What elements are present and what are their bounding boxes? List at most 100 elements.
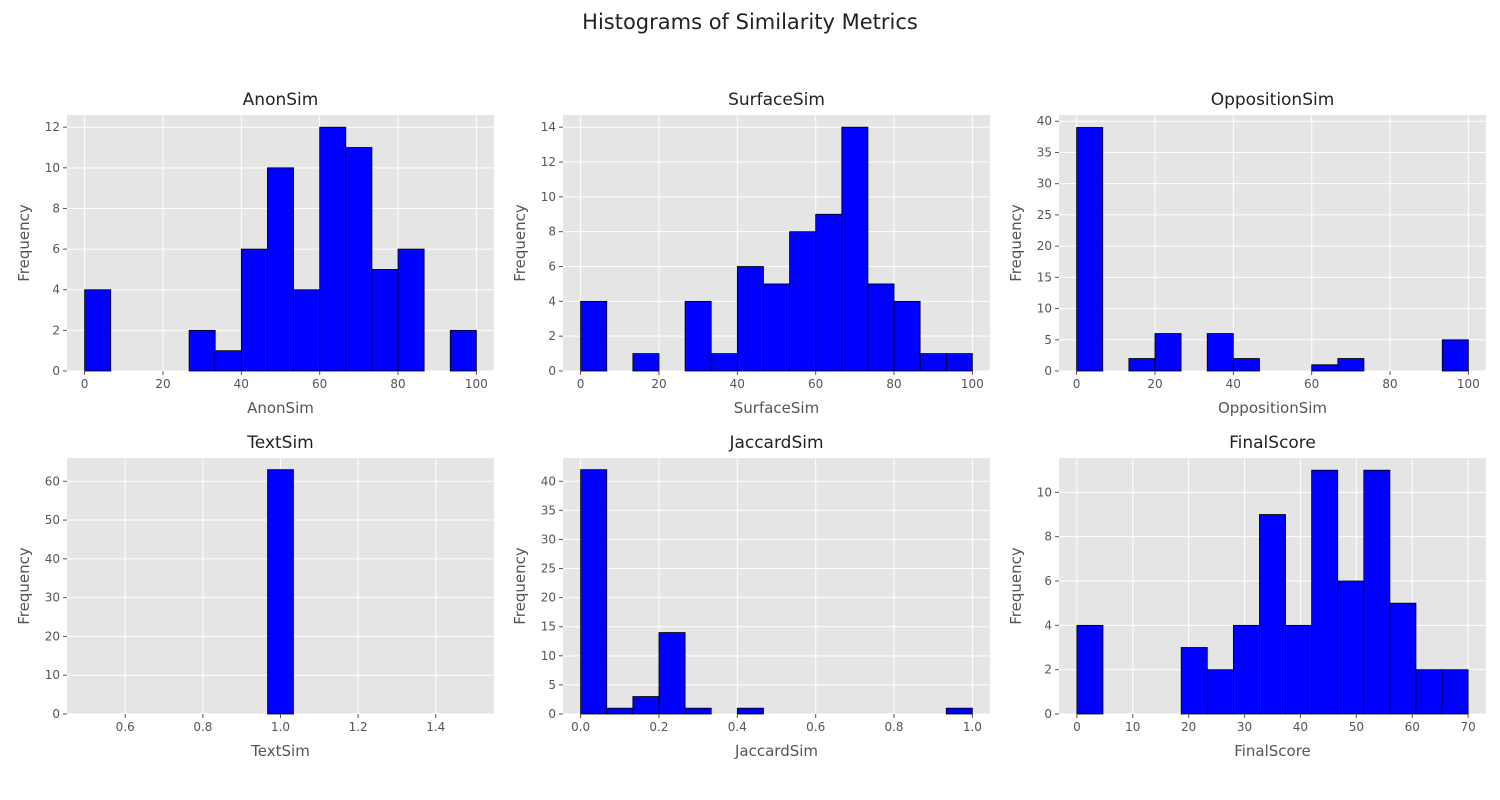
histogram-bar [1337,358,1365,372]
x-tick-label: 40 [1293,720,1308,734]
x-tick-label: 70 [1460,720,1475,734]
subplot-title: TextSim [246,433,313,453]
y-tick-label: 6 [52,242,60,256]
histogram-bar [945,353,973,372]
x-tick-label: 1.0 [963,720,982,734]
histogram-bar [267,469,294,715]
x-tick-label: 0.4 [728,720,747,734]
y-tick-label: 10 [45,161,60,175]
y-tick-label: 20 [45,629,60,643]
figure-title: Histograms of Similarity Metrics [582,10,918,34]
histogram-bar [736,707,764,715]
y-tick-label: 40 [45,552,60,566]
histogram-bar [214,350,242,372]
x-tick-label: 20 [1181,720,1196,734]
x-tick-label: 80 [1382,377,1397,391]
y-tick-label: 14 [541,120,556,134]
histogram-bar [1311,469,1339,715]
x-tick-label: 100 [1457,377,1480,391]
subplot-title: AnonSim [243,90,319,110]
x-axis-label: AnonSim [247,399,314,417]
y-tick-label: 50 [45,513,60,527]
y-tick-label: 0 [548,707,556,721]
histogram-bar [1180,647,1208,715]
histogram-bar [1259,514,1286,715]
y-tick-label: 0 [1044,707,1052,721]
subplot-title: FinalScore [1229,433,1316,453]
x-tick-label: 40 [730,377,745,391]
x-tick-label: 0.2 [649,720,668,734]
x-tick-label: 10 [1125,720,1140,734]
y-tick-label: 40 [1037,114,1052,128]
histogram-panel-oppositionsim: 0 20 40 60 80 100 0 5 10 15 20 25 30 35 40 OppositionSi… [1007,90,1486,417]
x-tick-label: 20 [1147,377,1162,391]
y-tick-label: 5 [548,678,556,692]
y-tick-label: 4 [548,294,556,308]
histogram-bar [632,696,660,715]
x-tick-label: 0 [1073,720,1081,734]
subplot-title: JaccardSim [728,433,823,453]
histogram-bar [1311,364,1339,372]
histogram-bar [841,126,869,372]
x-tick-label: 60 [1405,720,1420,734]
x-tick-label: 0.8 [193,720,212,734]
histogram-bar [397,248,425,372]
y-tick-label: 20 [541,591,556,605]
histogram-bar [1232,358,1260,372]
histogram-bar [1415,669,1443,715]
histogram-bar [1337,580,1365,715]
y-tick-label: 35 [541,503,556,517]
y-tick-label: 0 [52,707,60,721]
plot-background [563,458,990,714]
x-tick-label: 1.0 [271,720,290,734]
histogram-bar [371,269,399,372]
histogram-bar [267,167,294,372]
histogram-bar [606,707,634,715]
x-tick-label: 80 [886,377,901,391]
histogram-bar [1076,624,1104,715]
y-tick-label: 25 [1037,208,1052,222]
y-tick-label: 10 [541,649,556,663]
y-tick-label: 4 [52,283,60,297]
y-tick-label: 6 [1044,574,1052,588]
x-tick-label: 60 [312,377,327,391]
histogram-bar [684,300,712,372]
histogram-bar [1232,624,1260,715]
y-axis-label: Frequency [511,204,529,282]
x-tick-label: 1.4 [426,720,445,734]
subplot-title: OppositionSim [1211,90,1335,110]
y-tick-label: 8 [52,201,60,215]
histogram-bar [1389,602,1417,715]
histogram-bar [1206,333,1234,372]
histogram-bar [449,329,477,372]
histogram-bar [84,289,112,372]
x-axis-label: JaccardSim [734,742,818,760]
y-tick-label: 2 [1044,663,1052,677]
y-tick-label: 30 [1037,177,1052,191]
histogram-bar [293,289,321,372]
y-tick-label: 4 [1044,618,1052,632]
x-tick-label: 40 [234,377,249,391]
histogram-bar [1441,669,1469,715]
histogram-bar [789,231,817,372]
y-tick-label: 25 [541,562,556,576]
histogram-bar [632,353,660,372]
histogram-bar [763,283,790,372]
x-tick-label: 0.6 [806,720,825,734]
x-tick-label: 0.0 [571,720,590,734]
x-tick-label: 0 [1073,377,1081,391]
y-tick-label: 10 [45,668,60,682]
y-tick-label: 6 [548,260,556,274]
y-tick-label: 60 [45,474,60,488]
histogram-panel-textsim: 0.6 0.8 1.0 1.2 1.4 0 10 20 30 40 50 60 TextSim TextS… [15,433,494,760]
histogram-bar [684,707,712,715]
x-tick-label: 0 [81,377,89,391]
y-tick-label: 15 [1037,270,1052,284]
y-tick-label: 30 [45,591,60,605]
histogram-panel-anonsim: 0 20 40 60 80 100 0 2 4 6 8 10 12 AnonSim AnonSim Frequ… [15,90,494,417]
y-tick-label: 10 [1037,302,1052,316]
histogram-bar [580,300,608,372]
x-axis-label: FinalScore [1234,742,1311,760]
x-tick-label: 1.2 [349,720,368,734]
